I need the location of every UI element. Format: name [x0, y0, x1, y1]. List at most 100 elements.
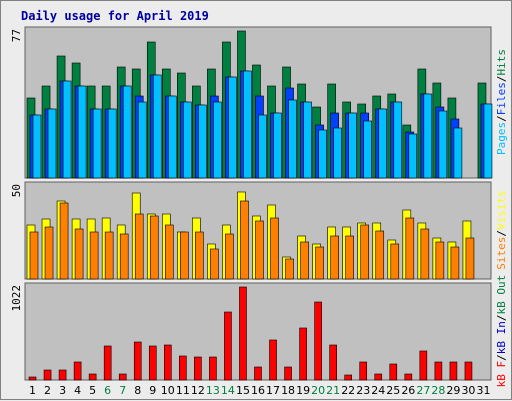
bar-pages-6 [107, 108, 117, 179]
bar-pages-18 [288, 99, 297, 179]
bar-sites-3 [59, 202, 69, 280]
bar-pages-22 [348, 112, 357, 179]
bar-pages-28 [438, 110, 448, 179]
bar-sites-22 [345, 235, 354, 280]
x-tick-label: 21 [326, 384, 340, 397]
bar-kb-f-6 [103, 345, 112, 381]
bar-kb-f-29 [449, 361, 458, 381]
bar-kb-f-7 [118, 373, 127, 381]
panel-kb [24, 282, 492, 381]
ymax-label-visits-sites: 50 [10, 184, 23, 197]
bar-kb-f-23 [359, 361, 368, 381]
bar-sites-26 [405, 217, 415, 280]
bar-sites-2 [44, 226, 54, 280]
bar-sites-27 [420, 228, 430, 280]
x-tick-label: 3 [59, 384, 66, 397]
x-tick-label: 5 [89, 384, 96, 397]
bar-sites-24 [375, 230, 385, 280]
bar-pages-5 [92, 108, 102, 179]
bar-pages-29 [453, 127, 463, 179]
x-tick-label: 28 [431, 384, 445, 397]
bar-sites-10 [164, 224, 174, 280]
bar-kb-f-4 [73, 361, 82, 381]
bar-pages-10 [167, 95, 177, 179]
x-tick-label: 17 [266, 384, 280, 397]
legend-pages-files-hits: Pages/Files/Hits [495, 49, 508, 155]
bar-sites-23 [360, 224, 370, 280]
x-tick-label: 20 [311, 384, 325, 397]
x-tick-label: 12 [191, 384, 205, 397]
bar-pages-11 [183, 101, 192, 179]
bar-pages-7 [122, 85, 132, 179]
legend-sites-visits-part-2: Visits [495, 190, 508, 230]
legend-kb-part-0: kB F [495, 361, 508, 388]
legend-sites-visits: Sites/Visits [495, 190, 508, 270]
x-tick-label: 13 [206, 384, 220, 397]
legend-pages-files-hits-part-1: / [495, 115, 508, 122]
bar-pages-25 [393, 101, 403, 179]
x-tick-label: 9 [149, 384, 156, 397]
bar-kb-f-18 [284, 366, 292, 381]
bar-sites-12 [195, 231, 204, 280]
bar-pages-1 [32, 114, 42, 179]
bar-sites-7 [119, 233, 129, 280]
x-tick-label: 2 [44, 384, 51, 397]
bar-kb-f-3 [58, 369, 67, 381]
bar-kb-f-22 [344, 374, 352, 381]
bar-kb-f-5 [88, 373, 97, 381]
x-tick-label: 23 [356, 384, 370, 397]
legend-kb-part-2: kB In [495, 321, 508, 354]
bar-pages-9 [152, 74, 162, 179]
bar-kb-f-1 [28, 376, 37, 381]
bar-sites-19 [300, 241, 309, 280]
bar-sites-21 [330, 235, 339, 280]
bar-kb-f-2 [43, 369, 52, 381]
bar-pages-31 [483, 103, 493, 179]
bar-sites-15 [240, 200, 249, 280]
chart-title: Daily usage for April 2019 [21, 9, 209, 23]
bar-sites-1 [29, 231, 39, 280]
x-tick-label: 16 [251, 384, 265, 397]
x-tick-label: 7 [119, 384, 126, 397]
x-tick-label: 31 [476, 384, 490, 397]
bar-kb-f-24 [374, 373, 383, 381]
bar-kb-f-10 [164, 344, 172, 381]
bar-kb-f-25 [389, 363, 398, 381]
bar-pages-13 [213, 101, 222, 179]
bar-sites-6 [104, 231, 114, 280]
bar-pages-17 [273, 112, 282, 179]
bar-sites-16 [255, 220, 264, 280]
bar-kb-f-14 [224, 311, 232, 381]
bar-sites-14 [225, 233, 234, 280]
x-tick-label: 15 [236, 384, 250, 397]
x-tick-label: 18 [281, 384, 295, 397]
bar-pages-15 [243, 70, 252, 179]
bar-sites-11 [180, 231, 189, 280]
bar-pages-19 [303, 101, 312, 179]
legend-sites-visits-part-1: / [495, 230, 508, 237]
bar-sites-30 [465, 237, 475, 280]
bar-pages-14 [228, 76, 237, 179]
x-tick-label: 1 [29, 384, 36, 397]
x-tick-label: 22 [341, 384, 355, 397]
bar-sites-25 [390, 243, 400, 280]
bar-kb-f-30 [464, 361, 473, 381]
bar-kb-f-8 [133, 341, 142, 381]
bar-kb-f-27 [419, 350, 428, 381]
bar-pages-16 [258, 114, 267, 179]
bar-kb-f-16 [254, 366, 262, 381]
legend-kb-part-3: / [495, 314, 508, 321]
bar-pages-27 [423, 93, 433, 179]
bar-pages-20 [318, 129, 327, 179]
bar-kb-f-17 [269, 339, 277, 381]
bar-pages-2 [47, 108, 57, 179]
x-tick-label: 14 [221, 384, 235, 397]
x-tick-label: 26 [401, 384, 415, 397]
x-tick-label: 27 [416, 384, 430, 397]
x-tick-label: 30 [461, 384, 475, 397]
x-tick-label: 24 [371, 384, 385, 397]
ymax-label-kb: 1022 [10, 285, 23, 312]
x-tick-label: 10 [161, 384, 175, 397]
